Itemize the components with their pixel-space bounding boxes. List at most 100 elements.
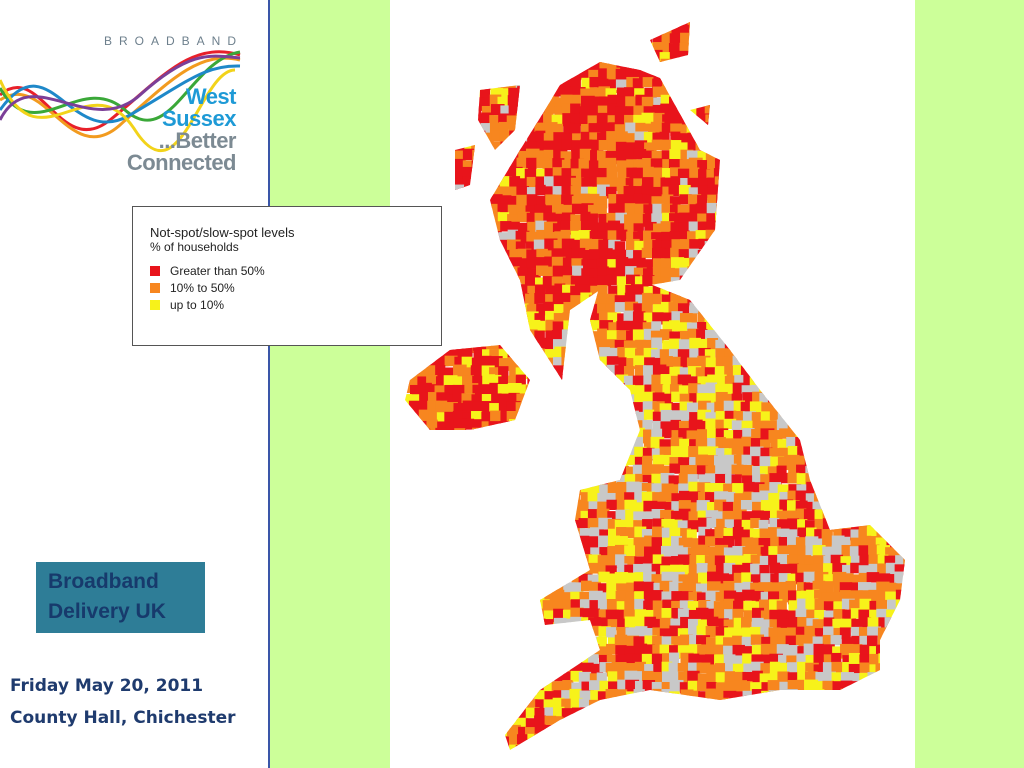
map-cell <box>724 519 736 531</box>
map-cell <box>669 331 681 345</box>
map-cell <box>725 159 739 172</box>
map-cell <box>419 149 431 163</box>
map-cell <box>471 222 483 234</box>
map-cell <box>643 644 655 657</box>
map-cell <box>579 743 594 750</box>
map-cell <box>534 483 546 494</box>
map-cell <box>599 700 610 712</box>
map-cell <box>678 508 691 523</box>
map-cell <box>650 618 661 632</box>
map-cell <box>787 78 801 90</box>
map-cell <box>812 283 827 297</box>
map-cell <box>633 43 647 57</box>
map-cell <box>625 266 637 279</box>
map-cell <box>794 303 808 315</box>
map-cell <box>869 484 884 495</box>
map-cell <box>597 599 609 613</box>
map-cell <box>715 591 730 604</box>
map-cell <box>804 133 817 145</box>
map-cell <box>589 249 603 262</box>
map-cell <box>642 150 654 164</box>
map-cell <box>499 572 513 585</box>
map-cell <box>777 346 791 359</box>
map-cell <box>902 448 905 460</box>
map-cell <box>686 690 700 705</box>
map-cell <box>670 446 684 459</box>
map-cell <box>661 689 673 703</box>
map-cell <box>435 455 448 468</box>
map-cell <box>452 113 465 126</box>
map-cell <box>471 247 484 260</box>
map-cell <box>823 610 835 624</box>
map-cell <box>417 545 430 558</box>
map-cell <box>535 78 549 92</box>
map-cell <box>617 185 629 199</box>
map-cell <box>518 726 529 739</box>
map-cell <box>795 708 807 721</box>
map-cell <box>553 239 565 253</box>
map-cell <box>715 22 728 28</box>
map-cell <box>560 644 572 658</box>
map-cell <box>895 690 905 701</box>
map-cell <box>885 688 896 702</box>
map-cell <box>876 734 888 746</box>
map-cell <box>886 195 899 207</box>
map-cell <box>661 194 674 208</box>
map-cell <box>671 402 685 415</box>
map-cell <box>796 743 808 750</box>
map-cell <box>660 177 674 190</box>
map-cell <box>723 637 736 649</box>
map-cell <box>859 211 871 225</box>
map-cell <box>443 131 458 144</box>
map-cell <box>779 176 792 189</box>
map-cell <box>535 348 546 361</box>
map-cell <box>471 411 483 425</box>
map-cell <box>752 752 763 764</box>
map-cell <box>797 564 810 576</box>
map-cell <box>704 68 719 79</box>
map-cell <box>641 464 653 478</box>
map-cell <box>633 105 645 117</box>
map-cell <box>814 681 826 693</box>
map-cell <box>760 211 775 224</box>
map-cell <box>597 583 611 595</box>
legend-title: Not-spot/slow-spot levels <box>150 225 295 240</box>
map-cell <box>444 195 459 208</box>
map-cell <box>760 49 775 62</box>
map-cell <box>517 717 529 728</box>
map-cell <box>732 193 746 208</box>
map-cell <box>515 113 528 126</box>
map-cell <box>606 643 618 655</box>
map-cell <box>831 652 842 667</box>
map-cell <box>651 508 665 521</box>
map-cell <box>535 366 550 379</box>
map-cell <box>509 364 520 377</box>
map-cell <box>796 150 808 161</box>
map-cell <box>878 517 889 529</box>
map-cell <box>660 545 674 557</box>
map-cell <box>858 196 870 208</box>
map-cell <box>848 184 862 196</box>
map-cell <box>578 41 590 52</box>
map-cell <box>886 49 900 61</box>
map-cell <box>652 715 665 730</box>
map-cell <box>679 230 690 244</box>
map-cell <box>598 86 610 100</box>
map-cell <box>876 268 890 279</box>
map-cell <box>723 418 737 430</box>
map-cell <box>687 474 698 487</box>
map-cell <box>903 591 905 606</box>
map-cell <box>743 286 758 300</box>
map-cell <box>858 385 872 399</box>
map-cell <box>405 193 414 207</box>
map-cell <box>706 637 720 649</box>
map-cell <box>769 744 783 750</box>
map-cell <box>697 744 710 750</box>
map-cell <box>786 392 800 404</box>
map-cell <box>527 409 540 421</box>
map-cell <box>867 213 881 226</box>
map-cell <box>587 51 600 63</box>
map-cell <box>831 672 843 685</box>
map-cell <box>507 537 521 549</box>
map-cell <box>796 473 808 487</box>
